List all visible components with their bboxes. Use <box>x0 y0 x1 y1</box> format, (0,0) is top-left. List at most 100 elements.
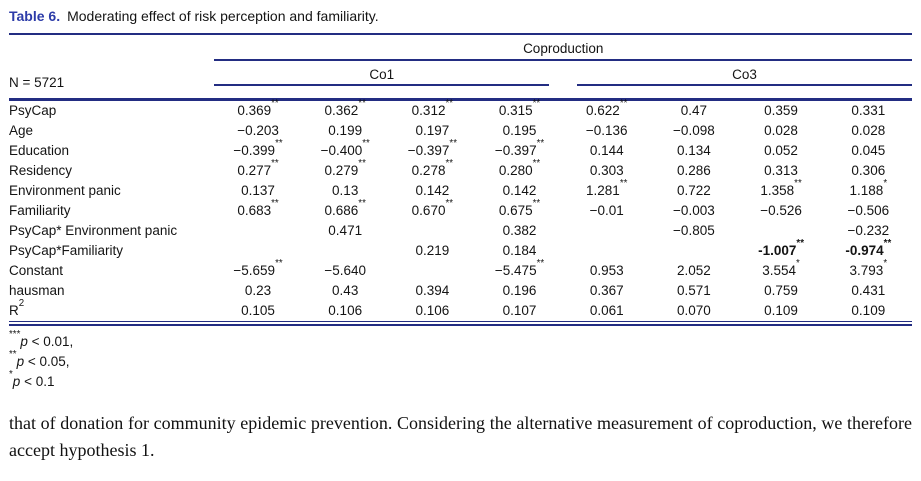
value-cell: 0.367 <box>589 283 624 298</box>
value-cell: −0.232 <box>847 223 890 238</box>
value-cell: 0.622** <box>586 98 628 118</box>
row-label: PsyCap <box>9 103 57 118</box>
row-label: PsyCap* Environment panic <box>9 223 178 238</box>
value-cell: 1.281** <box>586 178 628 198</box>
value-cell: 1.358** <box>760 178 802 198</box>
value-cell: 0.144 <box>589 143 624 158</box>
value-cell <box>389 261 476 281</box>
value-cell: 0.184 <box>502 243 537 258</box>
group-header-row: N = 5721 Coproduction <box>9 35 912 90</box>
value-cell: 0.028 <box>764 123 798 138</box>
results-table: N = 5721 Coproduction Co1 Co3 PsyCap 0.3… <box>9 35 912 322</box>
row-label: Environment panic <box>9 183 121 198</box>
value-cell: 0.670** <box>411 198 454 218</box>
value-cell: 0.382 <box>502 223 537 238</box>
value-cell <box>214 241 301 261</box>
value-cell: 0.105 <box>241 303 275 318</box>
value-cell: 0.13 <box>332 183 359 198</box>
value-cell: 3.554* <box>762 258 800 278</box>
value-cell: 0.197 <box>415 123 450 138</box>
table-title: Table 6. Moderating effect of risk percep… <box>9 7 912 35</box>
stars: ** <box>9 349 17 361</box>
table-row-residency: Residency 0.277** 0.279** 0.278** 0.280*… <box>9 158 912 181</box>
value-cell: 0.109 <box>851 303 886 318</box>
value-cell: 0.722 <box>676 183 711 198</box>
value-cell: −0.399** <box>233 138 283 158</box>
table-row-environment-panic: Environment panic 0.137 0.13 0.142 0.142… <box>9 178 912 201</box>
body-paragraph: that of donation for community epidemic … <box>9 413 912 460</box>
value-cell: -1.007** <box>758 238 804 258</box>
row-label: Constant <box>9 263 64 278</box>
value-cell: 1.188* <box>849 178 888 198</box>
value-cell: 0.052 <box>764 143 798 158</box>
table-row-r-squared: R2 0.105 0.106 0.106 0.107 0.061 0.070 0… <box>9 298 912 322</box>
row-label: R2 <box>9 298 25 318</box>
value-cell: 0.109 <box>764 303 798 318</box>
value-cell: −0.397** <box>407 138 457 158</box>
value-cell: 0.280** <box>498 158 541 178</box>
row-label: PsyCap*Familiarity <box>9 243 124 258</box>
table-row-psycap-familiarity: PsyCap*Familiarity 0.219 0.184 -1.007** … <box>9 238 912 261</box>
group-header-coproduction: Coproduction <box>214 35 912 61</box>
row-label: Familiarity <box>9 203 71 218</box>
value-cell: −5.475** <box>494 258 545 278</box>
value-cell: 0.134 <box>676 143 711 158</box>
value-cell: 0.43 <box>332 283 359 298</box>
value-cell: 0.277** <box>237 158 279 178</box>
value-cell: 0.313 <box>764 163 798 178</box>
value-cell: 0.195 <box>502 123 537 138</box>
table-row-familiarity: Familiarity 0.683** 0.686** 0.670** 0.67… <box>9 198 912 221</box>
value-cell: −0.805 <box>673 223 715 238</box>
threshold: < 0.1 <box>20 374 55 389</box>
row-label: Age <box>9 123 34 138</box>
value-cell: 0.107 <box>502 303 537 318</box>
subheader-co3-label: Co3 <box>577 67 912 86</box>
value-cell: 0.953 <box>589 263 624 278</box>
value-cell: 0.061 <box>589 303 624 318</box>
p-symbol: p <box>12 374 21 389</box>
value-cell: 0.196 <box>502 283 537 298</box>
table-row-hausman: hausman 0.23 0.43 0.394 0.196 0.367 0.57… <box>9 281 912 301</box>
value-cell: −5.640 <box>324 263 367 278</box>
table-row-constant: Constant −5.659** −5.640 −5.475** 0.953 … <box>9 258 912 281</box>
value-cell: 0.286 <box>676 163 711 178</box>
value-cell: 0.471 <box>328 223 363 238</box>
value-cell: −0.01 <box>589 203 624 218</box>
value-cell: 0.142 <box>502 183 537 198</box>
subheader-co1-label: Co1 <box>214 67 550 86</box>
p-symbol: p <box>16 354 25 369</box>
value-cell: 0.137 <box>241 183 275 198</box>
value-cell <box>302 241 389 261</box>
value-cell: 0.306 <box>851 163 886 178</box>
value-cell: −0.203 <box>237 123 279 138</box>
value-cell: 0.675** <box>498 198 541 218</box>
value-cell: −0.506 <box>847 203 890 218</box>
row-label: Residency <box>9 163 73 178</box>
table-title-label: Table 6. <box>9 8 61 24</box>
row-label: Education <box>9 143 70 158</box>
value-cell: 0.142 <box>415 183 450 198</box>
stars: * <box>9 369 13 381</box>
stars: *** <box>9 329 21 341</box>
value-cell: 0.571 <box>676 283 711 298</box>
value-cell: 0.303 <box>589 163 624 178</box>
value-cell: 0.278** <box>411 158 454 178</box>
subheader-co1: Co1 <box>214 61 563 100</box>
group-header-label: Coproduction <box>214 41 912 61</box>
value-cell: 0.315** <box>498 98 541 118</box>
table-row-psycap-environment-panic: PsyCap* Environment panic 0.471 0.382 −0… <box>9 221 912 241</box>
table-title-text: Moderating effect of risk perception and… <box>67 8 379 24</box>
value-cell <box>214 221 301 241</box>
value-cell: 0.331 <box>851 103 886 118</box>
value-cell: −0.098 <box>673 123 715 138</box>
value-cell: 0.359 <box>764 103 798 118</box>
value-cell: −0.136 <box>585 123 628 138</box>
value-cell: 2.052 <box>676 263 711 278</box>
value-cell: 0.312** <box>411 98 454 118</box>
threshold: < 0.01, <box>27 334 74 349</box>
significance-note-2: **p < 0.05, <box>9 349 912 372</box>
threshold: < 0.05, <box>24 354 70 369</box>
value-cell: 0.686** <box>324 198 366 218</box>
value-cell <box>563 221 650 241</box>
n-label: N = 5721 <box>9 75 65 90</box>
